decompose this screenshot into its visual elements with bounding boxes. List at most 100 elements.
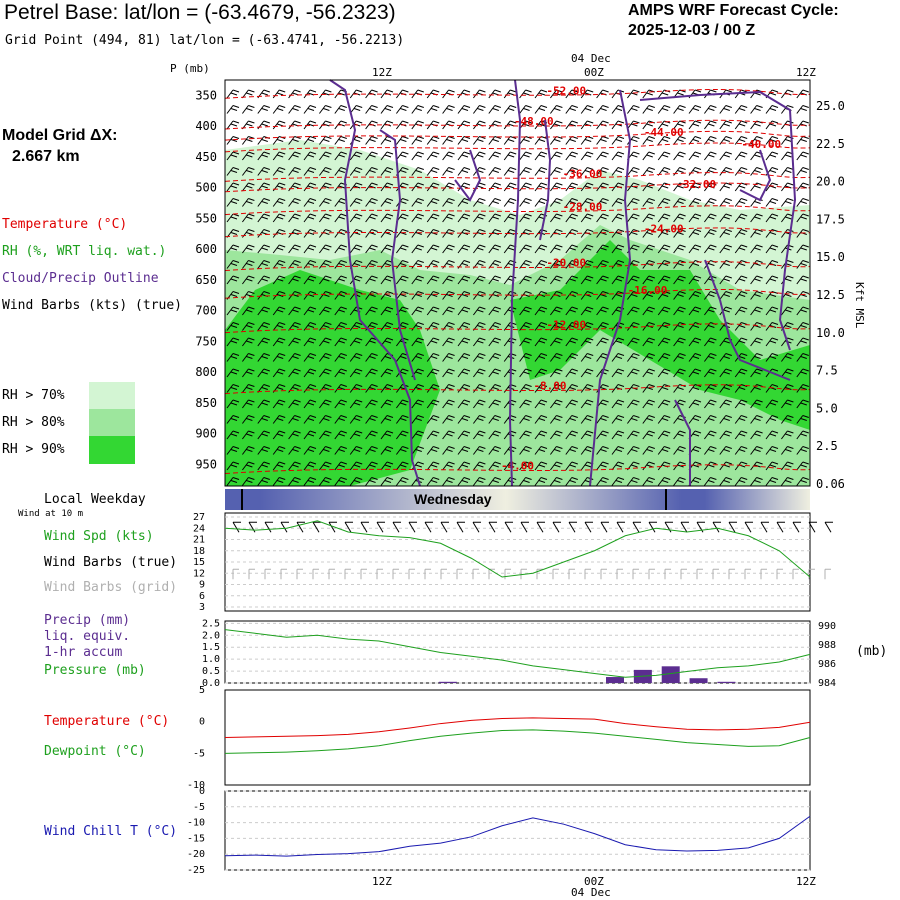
wind-barb <box>349 213 363 223</box>
grid-value: 2.667 km <box>12 148 80 165</box>
wind-barb <box>719 167 732 176</box>
precip-tick-label: 0.5 <box>202 666 220 677</box>
wind-barb <box>704 384 717 393</box>
wind-barb <box>719 446 732 455</box>
wind-barb-grid <box>760 568 767 580</box>
wind-barb <box>426 415 440 424</box>
wind-barb <box>719 384 732 393</box>
wind-tick-label: 6 <box>199 591 205 602</box>
wind-barb <box>642 105 655 114</box>
wind-barb <box>288 384 301 393</box>
wind-barb <box>226 430 240 440</box>
wind-barb <box>519 89 532 99</box>
wind-barb <box>734 384 748 393</box>
temp-tick-label: 0 <box>199 717 205 728</box>
wind-barb <box>657 275 671 285</box>
wind-barb-true <box>520 521 529 533</box>
wind-barb <box>534 89 548 99</box>
wind-barb <box>704 213 717 223</box>
wind-barb <box>627 353 640 362</box>
wind-barb <box>226 368 240 378</box>
wind-barb <box>796 415 809 424</box>
wind-barb <box>426 229 440 238</box>
wind-barb <box>611 399 625 409</box>
wind-barb <box>365 105 378 114</box>
wind-barb <box>627 198 640 207</box>
wind-tick-label: 12 <box>193 568 205 579</box>
wind-barb-grid <box>312 568 319 580</box>
wind-barb <box>550 337 563 347</box>
wind-barb <box>657 322 671 331</box>
wind-barb <box>657 105 671 114</box>
wind-barb-grid <box>536 568 543 580</box>
wind-barb <box>365 384 378 393</box>
legend-wind-speed: Wind Spd (kts) <box>44 529 154 544</box>
wind-barb <box>611 337 625 347</box>
wind-barb <box>627 213 640 223</box>
legend-pressure: Pressure (mb) <box>44 663 146 678</box>
wind-barb <box>550 461 563 471</box>
wind-barb <box>657 446 671 455</box>
wind-barb <box>642 430 655 440</box>
temperature-contour-label: -20.00 <box>546 257 586 270</box>
wind-barb <box>627 89 640 99</box>
temperature-contour-label: -16.00 <box>628 284 668 297</box>
wind-barb <box>242 244 255 254</box>
wind-barb <box>750 477 763 486</box>
wind-barb <box>796 337 809 347</box>
wind-barb <box>734 477 748 486</box>
wind-barb <box>257 430 270 440</box>
wind-barb <box>226 105 240 114</box>
wind-barb <box>611 446 625 455</box>
wind-barb <box>365 182 378 192</box>
wind-barb <box>303 415 317 424</box>
bottom-time-12z-b: 12Z <box>796 875 816 888</box>
wind-barb <box>288 399 301 409</box>
wind-barb-grid <box>696 568 703 580</box>
pressure-tick-label: 900 <box>195 427 217 441</box>
temperature-contour <box>224 323 811 334</box>
precip-tick-label: 2.5 <box>202 618 220 629</box>
wind-barb <box>580 415 594 424</box>
legend-rh90: RH > 90% <box>2 442 65 457</box>
wind-barb <box>457 399 471 409</box>
wind-barb <box>781 415 794 424</box>
wind-barb <box>257 353 270 362</box>
wind-barb <box>473 275 486 285</box>
wind-barb <box>734 446 748 455</box>
wind-barb <box>704 306 717 316</box>
wind-barb <box>488 337 501 347</box>
wind-barb <box>673 167 686 176</box>
precip-bar <box>661 666 680 683</box>
wind-barb <box>473 430 486 440</box>
wind-barb <box>673 306 686 316</box>
wind-barb <box>734 229 748 238</box>
wind-barb <box>534 306 548 316</box>
wind-barb <box>380 198 394 207</box>
dewpoint-line <box>224 729 811 754</box>
wind-barb <box>642 167 655 176</box>
wind-barb <box>411 151 424 161</box>
precip-tick-label: 2.0 <box>202 630 220 641</box>
wind-barb <box>365 446 378 455</box>
wind-barb <box>519 306 532 316</box>
wind-barb <box>303 136 317 145</box>
wind-barb <box>519 353 532 362</box>
wind-barb <box>411 353 424 362</box>
wind-barb <box>796 446 809 455</box>
wind-barb <box>796 105 809 114</box>
pressure-tick-label: 350 <box>195 88 217 102</box>
temperature-contour-label: -12.00 <box>546 319 586 332</box>
wind-barb <box>750 291 763 300</box>
wind-tick-label: 18 <box>193 546 205 557</box>
wind-barb <box>226 198 240 207</box>
wind-barb <box>426 368 440 378</box>
wind-barb-grid <box>568 568 575 580</box>
wind-barb <box>673 229 686 238</box>
wind-barb <box>272 322 286 331</box>
wind-barb <box>765 477 779 486</box>
wind-barb <box>596 105 609 114</box>
windchill-tick-label: -25 <box>187 865 205 876</box>
temperature-contour-label: -8.00 <box>533 380 566 393</box>
